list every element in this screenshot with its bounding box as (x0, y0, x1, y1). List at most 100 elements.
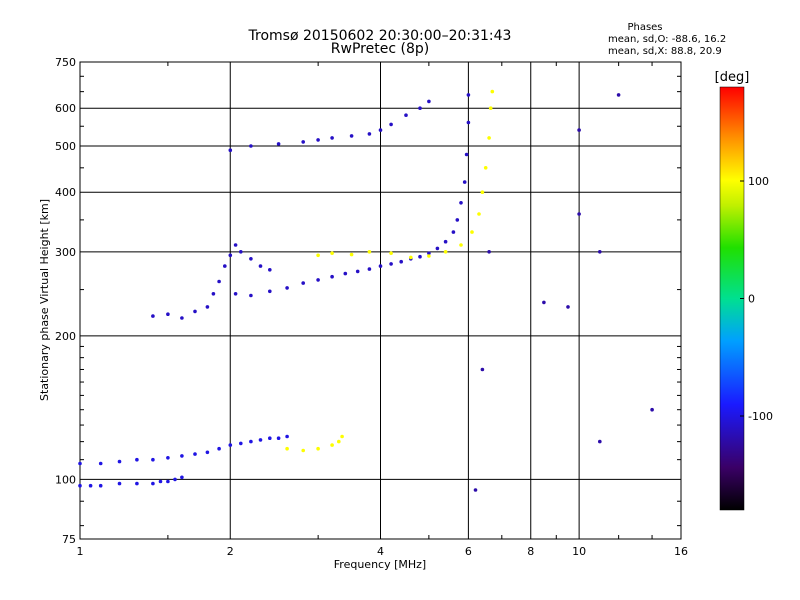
data-point (301, 281, 306, 285)
data-point (451, 230, 456, 234)
data-point (228, 148, 233, 152)
data-point (455, 218, 460, 222)
data-point (316, 138, 320, 142)
data-point (78, 483, 82, 488)
data-point (435, 246, 440, 251)
data-point (337, 439, 341, 444)
data-point (343, 271, 348, 276)
data-point (211, 292, 216, 296)
data-point (367, 267, 372, 271)
data-point (268, 268, 272, 272)
data-point (268, 289, 272, 294)
data-point (78, 461, 82, 466)
data-point (239, 250, 243, 254)
chart-subtitle: RwPretec (8p) (331, 41, 429, 57)
data-point (399, 259, 404, 264)
data-point (466, 93, 471, 97)
y-tick-label: 600 (55, 102, 76, 115)
data-point (488, 106, 493, 110)
data-point (117, 481, 122, 486)
y-tick-label: 400 (55, 186, 76, 199)
data-point (166, 456, 170, 460)
y-tick-label: 100 (55, 473, 76, 486)
data-point (217, 279, 221, 284)
data-point (88, 483, 93, 488)
data-point (542, 300, 546, 305)
data-point (349, 134, 354, 138)
data-point (166, 479, 170, 484)
phase-stats-line2: mean, sd,X: 88.8, 20.9 (608, 46, 722, 57)
data-points (78, 89, 654, 492)
data-point (340, 434, 344, 439)
x-tick-label: 4 (377, 545, 384, 558)
colorbar-tick-label: 100 (748, 175, 769, 188)
data-point (249, 293, 253, 298)
data-point (268, 436, 272, 441)
data-point (166, 312, 170, 317)
data-point (487, 136, 491, 140)
data-point (616, 93, 621, 97)
data-point (193, 452, 197, 456)
x-tick-label: 1 (77, 545, 84, 558)
y-tick-label: 200 (55, 330, 76, 343)
data-point (378, 264, 383, 268)
colorbar-ticks: 100 0 -100 (740, 175, 773, 423)
x-tick-label: 16 (674, 545, 688, 558)
data-point (205, 450, 210, 455)
data-point (180, 454, 184, 458)
data-point (473, 488, 478, 492)
y-tick-label: 75 (62, 533, 76, 546)
data-point (427, 254, 431, 258)
x-tick-label: 8 (527, 545, 534, 558)
data-point (301, 448, 306, 453)
data-point (205, 305, 210, 309)
x-tick-label: 6 (465, 545, 472, 558)
data-point (389, 251, 393, 255)
data-point (427, 251, 431, 255)
data-point (378, 128, 383, 132)
chart-title: Tromsø 20150602 20:30:00–20:31:43 (248, 28, 512, 44)
data-point (158, 479, 163, 484)
data-point (459, 243, 463, 247)
x-tick-label: 2 (227, 545, 234, 558)
data-point (316, 446, 320, 451)
colorbar-unit: [deg] (715, 70, 750, 85)
data-point (276, 142, 281, 146)
data-point (151, 314, 155, 318)
data-point (117, 459, 122, 464)
data-point (249, 144, 253, 148)
data-point (418, 254, 422, 259)
data-point (443, 250, 448, 254)
data-point (180, 475, 184, 480)
data-point (330, 251, 334, 255)
data-point (462, 180, 467, 184)
data-point (483, 166, 488, 170)
y-tick-label: 300 (55, 246, 76, 259)
data-point (367, 132, 372, 136)
data-point (389, 122, 393, 127)
data-point (98, 483, 103, 488)
data-point (258, 264, 263, 268)
data-point (459, 201, 463, 205)
data-point (135, 481, 139, 486)
data-point (233, 243, 238, 247)
data-point (330, 443, 334, 447)
data-point (151, 481, 155, 486)
data-point (355, 269, 360, 274)
data-point (135, 457, 139, 462)
data-point (98, 461, 103, 466)
data-point (249, 439, 253, 444)
data-point (367, 250, 372, 254)
data-point (650, 407, 654, 412)
data-point (480, 367, 485, 372)
data-point (566, 305, 570, 309)
data-point (249, 257, 253, 261)
data-point (151, 457, 155, 462)
data-point (228, 443, 233, 447)
data-point (487, 250, 491, 254)
data-point (349, 252, 354, 257)
data-point (490, 89, 495, 94)
data-point (464, 152, 469, 157)
data-point (258, 438, 263, 442)
data-point (418, 106, 422, 110)
